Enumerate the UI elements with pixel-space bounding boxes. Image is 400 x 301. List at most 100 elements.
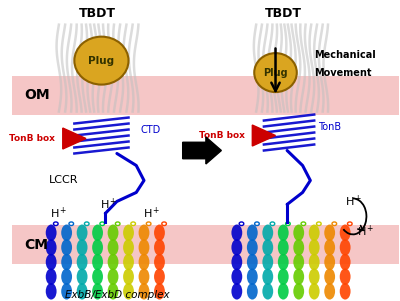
FancyArrow shape xyxy=(183,137,221,164)
Ellipse shape xyxy=(61,268,72,285)
Ellipse shape xyxy=(123,283,134,299)
Ellipse shape xyxy=(46,225,56,241)
Ellipse shape xyxy=(154,268,165,285)
Text: H$^+$: H$^+$ xyxy=(50,206,68,221)
Ellipse shape xyxy=(293,268,304,285)
Ellipse shape xyxy=(77,283,88,299)
Polygon shape xyxy=(252,125,276,146)
Text: Plug: Plug xyxy=(88,56,114,66)
Text: ExbB/ExbD complex: ExbB/ExbD complex xyxy=(65,290,169,300)
FancyBboxPatch shape xyxy=(12,76,399,115)
Text: H$^+$: H$^+$ xyxy=(357,224,374,239)
Ellipse shape xyxy=(92,283,103,299)
Text: TBDT: TBDT xyxy=(79,7,116,20)
Ellipse shape xyxy=(247,239,258,256)
Text: OM: OM xyxy=(24,88,50,102)
Ellipse shape xyxy=(293,283,304,299)
Text: H$^+$: H$^+$ xyxy=(143,206,160,221)
Ellipse shape xyxy=(293,225,304,241)
Ellipse shape xyxy=(278,283,289,299)
Ellipse shape xyxy=(46,239,56,256)
Ellipse shape xyxy=(247,225,258,241)
Ellipse shape xyxy=(123,225,134,241)
Ellipse shape xyxy=(324,268,335,285)
Ellipse shape xyxy=(74,37,128,85)
Ellipse shape xyxy=(46,254,56,270)
Ellipse shape xyxy=(232,283,242,299)
Ellipse shape xyxy=(340,283,350,299)
Ellipse shape xyxy=(262,239,273,256)
Ellipse shape xyxy=(278,225,289,241)
Ellipse shape xyxy=(154,225,165,241)
Text: TonB box: TonB box xyxy=(199,131,244,140)
Ellipse shape xyxy=(123,254,134,270)
Ellipse shape xyxy=(340,239,350,256)
Ellipse shape xyxy=(247,283,258,299)
Ellipse shape xyxy=(309,283,320,299)
Ellipse shape xyxy=(262,283,273,299)
Polygon shape xyxy=(63,128,86,149)
Text: TonB box: TonB box xyxy=(9,134,55,143)
Ellipse shape xyxy=(324,239,335,256)
Ellipse shape xyxy=(123,268,134,285)
Ellipse shape xyxy=(278,268,289,285)
Ellipse shape xyxy=(278,254,289,270)
Ellipse shape xyxy=(262,225,273,241)
Ellipse shape xyxy=(309,268,320,285)
Ellipse shape xyxy=(309,254,320,270)
Ellipse shape xyxy=(92,268,103,285)
Ellipse shape xyxy=(77,254,88,270)
Ellipse shape xyxy=(324,254,335,270)
Text: LCCR: LCCR xyxy=(49,175,78,185)
Ellipse shape xyxy=(92,254,103,270)
Ellipse shape xyxy=(247,268,258,285)
Ellipse shape xyxy=(340,268,350,285)
Ellipse shape xyxy=(278,239,289,256)
Ellipse shape xyxy=(293,239,304,256)
Ellipse shape xyxy=(309,239,320,256)
Ellipse shape xyxy=(61,283,72,299)
Ellipse shape xyxy=(293,254,304,270)
Text: Plug: Plug xyxy=(263,68,288,78)
Ellipse shape xyxy=(262,268,273,285)
Ellipse shape xyxy=(92,225,103,241)
Ellipse shape xyxy=(340,254,350,270)
Text: CM: CM xyxy=(24,238,48,252)
Ellipse shape xyxy=(92,239,103,256)
Ellipse shape xyxy=(138,268,150,285)
Ellipse shape xyxy=(324,283,335,299)
Ellipse shape xyxy=(324,225,335,241)
Ellipse shape xyxy=(108,225,118,241)
Ellipse shape xyxy=(61,254,72,270)
Text: TBDT: TBDT xyxy=(265,7,302,20)
Ellipse shape xyxy=(138,254,150,270)
Ellipse shape xyxy=(154,254,165,270)
Ellipse shape xyxy=(232,268,242,285)
Ellipse shape xyxy=(254,53,297,92)
Ellipse shape xyxy=(232,239,242,256)
Ellipse shape xyxy=(108,268,118,285)
Ellipse shape xyxy=(154,239,165,256)
Ellipse shape xyxy=(123,239,134,256)
Ellipse shape xyxy=(232,254,242,270)
Ellipse shape xyxy=(61,225,72,241)
Text: H$^+$: H$^+$ xyxy=(100,197,118,212)
Ellipse shape xyxy=(262,254,273,270)
FancyBboxPatch shape xyxy=(12,225,399,264)
Text: H$^+$: H$^+$ xyxy=(345,194,363,209)
Ellipse shape xyxy=(340,225,350,241)
Text: CTD: CTD xyxy=(140,125,160,135)
Ellipse shape xyxy=(46,268,56,285)
Ellipse shape xyxy=(108,254,118,270)
Ellipse shape xyxy=(309,225,320,241)
Text: Mechanical: Mechanical xyxy=(314,50,376,60)
Text: TonB: TonB xyxy=(318,122,341,132)
Ellipse shape xyxy=(77,225,88,241)
Ellipse shape xyxy=(77,268,88,285)
Ellipse shape xyxy=(232,225,242,241)
Text: Movement: Movement xyxy=(314,68,372,78)
Ellipse shape xyxy=(108,239,118,256)
Ellipse shape xyxy=(154,283,165,299)
Ellipse shape xyxy=(247,254,258,270)
Ellipse shape xyxy=(61,239,72,256)
